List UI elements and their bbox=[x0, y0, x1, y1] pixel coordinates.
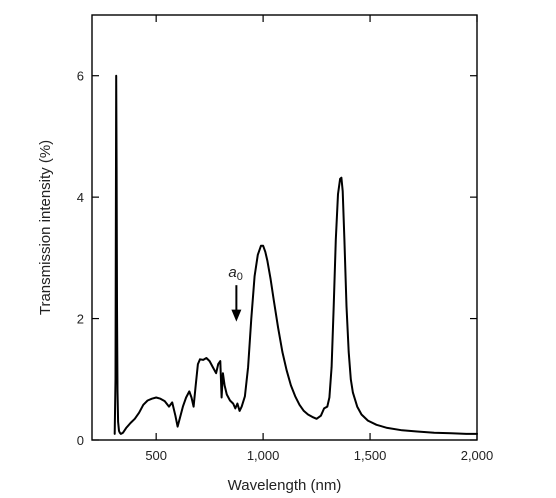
y-tick-label: 2 bbox=[77, 312, 84, 327]
x-tick-label: 1,000 bbox=[247, 448, 280, 463]
annotation-letter: a bbox=[228, 264, 236, 281]
annotation-arrow-head bbox=[231, 309, 242, 322]
y-tick-label: 4 bbox=[77, 190, 84, 205]
annotation-label: a0 bbox=[228, 264, 242, 283]
y-tick-label: 0 bbox=[77, 433, 84, 448]
x-tick-label: 2,000 bbox=[461, 448, 494, 463]
series-line bbox=[113, 74, 478, 435]
annotation-subscript: 0 bbox=[237, 271, 243, 283]
x-axis-ticks: 500 1,000 1,500 2,000 bbox=[145, 15, 493, 463]
y-axis-label: Transmission intensity (%) bbox=[37, 140, 54, 315]
plot-frame bbox=[91, 14, 478, 441]
y-tick-label: 6 bbox=[77, 69, 84, 84]
y-axis-ticks: 0 2 4 6 bbox=[77, 69, 477, 448]
x-axis-label: Wavelength (nm) bbox=[228, 477, 342, 494]
x-tick-label: 500 bbox=[145, 448, 167, 463]
annotation: a0 bbox=[228, 264, 243, 322]
x-tick-label: 1,500 bbox=[354, 448, 387, 463]
